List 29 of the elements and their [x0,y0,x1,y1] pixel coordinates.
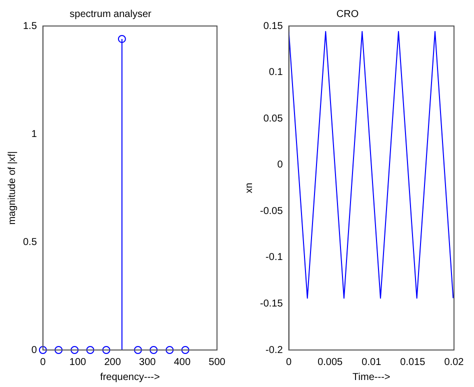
x-tick-label: 0.02 [444,356,464,368]
x-tick-label: 0.015 [400,356,426,368]
chart-title: spectrum analyser [70,8,152,20]
y-tick-label: -0.15 [260,298,284,310]
x-tick-label: 300 [139,356,156,368]
y-tick-label: 0.05 [263,113,284,124]
x-tick-label: 500 [208,356,226,368]
y-tick-label: 0.5 [22,236,38,248]
x-tick-label: 400 [174,356,191,368]
x-tick-label: 0 [40,356,46,368]
y-tick-label: 0 [31,344,38,356]
y-tick-label: 0.15 [263,20,284,32]
x-tick-label: 200 [104,356,122,368]
y-tick-label: -0.2 [266,344,284,356]
x-tick-label: 0.005 [318,356,344,368]
y-axis-title: xn [244,182,255,194]
y-tick-label: 0.1 [268,67,284,78]
x-axis-title: Time---> [352,372,390,383]
y-tick-label: -0.1 [266,252,284,264]
x-tick-label: 0 [286,356,292,368]
y-tick-label: 1 [31,128,38,140]
y-tick-label: -0.05 [260,206,284,217]
x-tick-label: 100 [69,356,86,368]
x-axis-title: frequency---> [100,372,160,383]
y-tick-label: 1.5 [22,20,38,32]
y-axis-title: magnitude of |xf| [6,151,18,225]
y-tick-label: 0 [277,160,284,171]
x-tick-label: 0.01 [362,356,382,368]
chart-title: CRO [336,8,359,20]
